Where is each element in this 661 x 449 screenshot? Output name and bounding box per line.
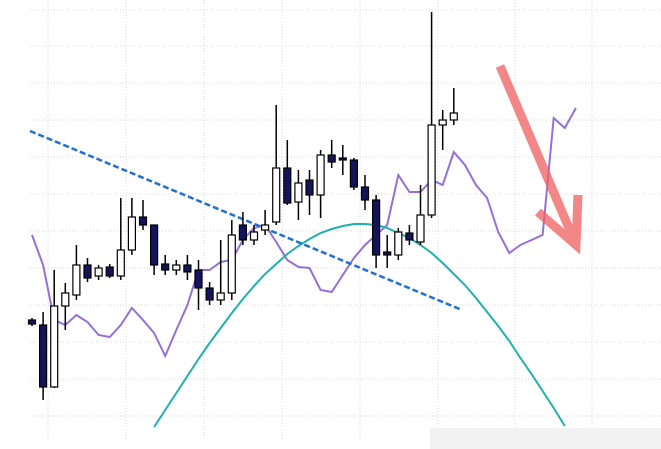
candle-body [283,167,292,204]
candle-body [360,186,370,201]
candle-body [172,264,181,271]
candle-body [38,324,48,388]
candles [27,12,458,400]
candle-body [27,319,37,325]
vertical-grid [47,0,593,440]
candle-body [372,199,381,256]
candle-body [405,232,414,241]
arrow-shaft [495,64,579,242]
candle-body [261,224,270,231]
candle-body [305,179,314,196]
footer-panel [430,428,661,449]
lines [31,107,577,428]
candle-body [438,119,447,126]
candle-body [338,157,347,161]
horizontal-grid [30,9,661,417]
line-series [31,107,577,359]
candle-body [50,305,59,388]
candle-body [394,231,403,256]
candle-body [216,292,225,301]
candle-body [272,167,281,223]
candle-body [327,154,336,163]
candle-body [238,224,247,241]
candle-body [138,216,148,226]
arrow-head [535,194,583,255]
candle-body [227,234,236,294]
candle-body [127,216,136,251]
candle-body [427,124,436,216]
candle-body [383,251,392,256]
candle-body [349,159,358,188]
candle-body [150,224,159,266]
candle-body [416,214,425,243]
candle-body [61,292,70,307]
candle-body [183,264,192,273]
candle-body [316,154,325,196]
candle-body [249,231,259,241]
candle-body [94,267,103,277]
candle-body [116,249,125,277]
line-series [153,223,566,428]
down-arrow [495,64,583,255]
candle-body [294,182,303,203]
trend-line [29,129,463,312]
candle-body [105,266,114,277]
candle-body [83,264,92,279]
candle-body [449,112,458,121]
candle-body [194,269,203,289]
candle-body [161,263,170,271]
candle-body [72,264,81,296]
candle-body [205,287,214,301]
